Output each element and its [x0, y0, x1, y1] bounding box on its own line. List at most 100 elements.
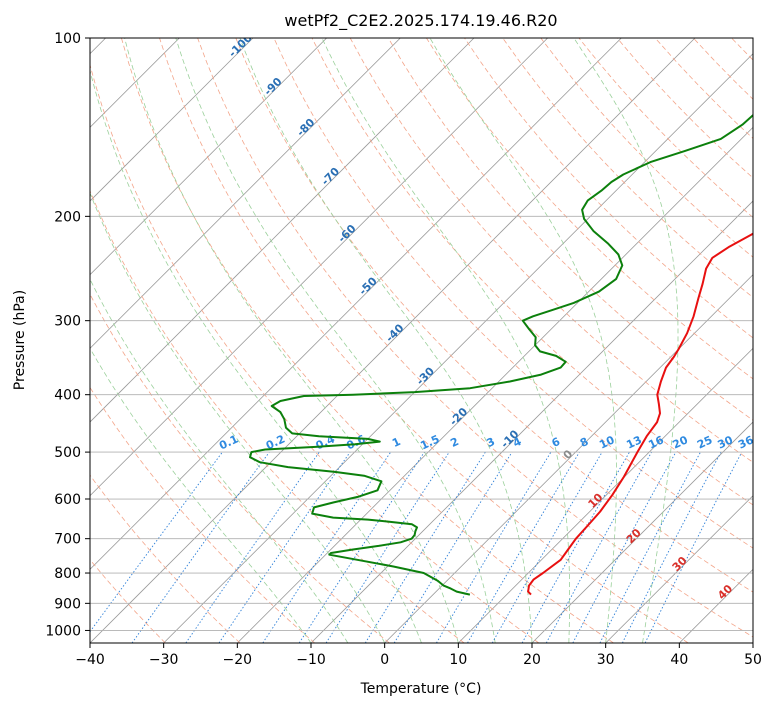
y-tick-label: 1000 [45, 623, 81, 639]
isotherm-line [531, 421, 753, 643]
mixing-ratio-label: 10 [597, 433, 617, 451]
mixing-ratio-line [262, 451, 392, 643]
isotherm-labels: -100-90-80-70-60-50-40-30-20-10010203040… [217, 31, 756, 602]
y-tick-label: 500 [54, 445, 81, 461]
mixing-ratio-line [644, 451, 743, 643]
mixing-ratio-label: 1 [390, 435, 402, 450]
dry-adiabat [90, 189, 465, 643]
isotherm-line [90, 38, 475, 423]
isotherm-label: -20 [447, 405, 470, 428]
isotherm-line [458, 347, 753, 643]
y-axis: 100 200 300 400 500 600 700 800 900 1000 [45, 31, 90, 639]
x-tick-label: 10 [449, 652, 467, 668]
isotherm-label: -90 [261, 75, 284, 98]
dewpoint-line [249, 113, 753, 596]
dry-adiabat [349, 38, 753, 463]
mixing-ratio-label: 2 [448, 435, 460, 450]
isotherm-line [90, 38, 548, 497]
dry-adiabat [693, 38, 753, 100]
mixing-ratio-line [325, 451, 450, 643]
x-tick-label: 50 [744, 652, 762, 668]
x-tick-label: 40 [670, 652, 688, 668]
mixing-ratio-line [218, 451, 351, 643]
dry-adiabat [90, 386, 315, 643]
dry-adiabat [311, 38, 753, 506]
isotherm-line [90, 38, 401, 349]
temperature-line [527, 232, 753, 596]
background-lines [90, 38, 775, 643]
isotherm-label: -40 [383, 321, 406, 344]
mixing-ratio-label: 25 [695, 433, 714, 451]
mixing-ratio-label: 36 [736, 433, 756, 451]
y-tick-label: 300 [54, 314, 81, 330]
isotherm-line [90, 38, 327, 276]
isotherm-line [752, 642, 753, 643]
mixing-ratio-label: 4 [511, 435, 524, 450]
mixing-ratio-line [599, 451, 701, 643]
dry-adiabat [90, 474, 241, 643]
isotherm-line [679, 568, 753, 643]
mixing-ratio-line [521, 451, 630, 643]
mixing-ratio-label: 0.1 [217, 432, 240, 452]
dry-adiabat [121, 38, 614, 643]
isotherm-line [90, 38, 622, 570]
mixing-ratio-label: 1.5 [418, 432, 441, 452]
isotherm-label: 30 [670, 554, 690, 574]
mixing-ratio-line [90, 451, 223, 633]
dry-adiabat [426, 38, 753, 380]
profile-series [249, 113, 753, 596]
isotherm-label: -50 [356, 274, 379, 297]
isotherm-label: 20 [624, 526, 644, 546]
dry-adiabat [770, 38, 775, 643]
x-tick-label: −10 [296, 652, 326, 668]
moist-adiabat [90, 278, 349, 643]
mixing-ratio-label: 16 [646, 433, 666, 451]
y-tick-label: 700 [54, 532, 81, 548]
mixing-ratio-line [545, 451, 652, 643]
mixing-ratio-label: 3 [485, 435, 497, 450]
mixing-ratio-label: 13 [624, 433, 643, 451]
y-tick-label: 200 [54, 209, 81, 225]
moist-adiabat [124, 38, 459, 643]
isotherm-line [90, 38, 696, 643]
dry-adiabat [235, 38, 753, 593]
isotherm-label: -30 [414, 364, 437, 387]
moist-adiabat [175, 38, 496, 643]
isotherm-label: 40 [715, 582, 735, 602]
dry-adiabat [90, 558, 166, 643]
mixing-ratio-line [621, 451, 722, 643]
mixing-ratio-line [572, 451, 677, 643]
isotherm-label: -70 [319, 165, 342, 188]
mixing-ratio-line [185, 451, 320, 643]
y-tick-label: 400 [54, 388, 81, 404]
dry-adiabat [90, 63, 540, 643]
isotherm-label: -80 [294, 116, 317, 139]
dry-adiabat [502, 38, 753, 298]
x-tick-label: −30 [149, 652, 179, 668]
dry-adiabat [197, 38, 753, 638]
mixing-ratio-line [467, 451, 580, 643]
y-tick-label: 900 [54, 596, 81, 612]
isotherm-line [310, 200, 753, 643]
dry-adiabat [273, 38, 753, 549]
moist-adiabat [429, 38, 617, 643]
x-tick-label: 0 [380, 652, 389, 668]
x-tick-label: 30 [597, 652, 615, 668]
moist-adiabat [573, 38, 679, 643]
mixing-ratio-line [436, 451, 552, 643]
isotherm-line [384, 274, 753, 643]
y-tick-label: 600 [54, 492, 81, 508]
isotherm-line [90, 38, 254, 202]
mixing-ratio-line [393, 451, 513, 643]
dry-adiabat [90, 293, 390, 643]
dry-adiabat [578, 38, 753, 218]
chart-title: wetPf2_C2E2.2025.174.19.46.R20 [284, 11, 557, 31]
x-tick-label: −40 [75, 652, 105, 668]
dry-adiabat [387, 38, 753, 421]
isotherm-label: -100 [226, 31, 255, 60]
x-axis-label: Temperature (°C) [360, 681, 482, 697]
mixing-ratio-line [298, 451, 425, 643]
dry-adiabat [464, 38, 753, 339]
x-tick-label: 20 [523, 652, 541, 668]
